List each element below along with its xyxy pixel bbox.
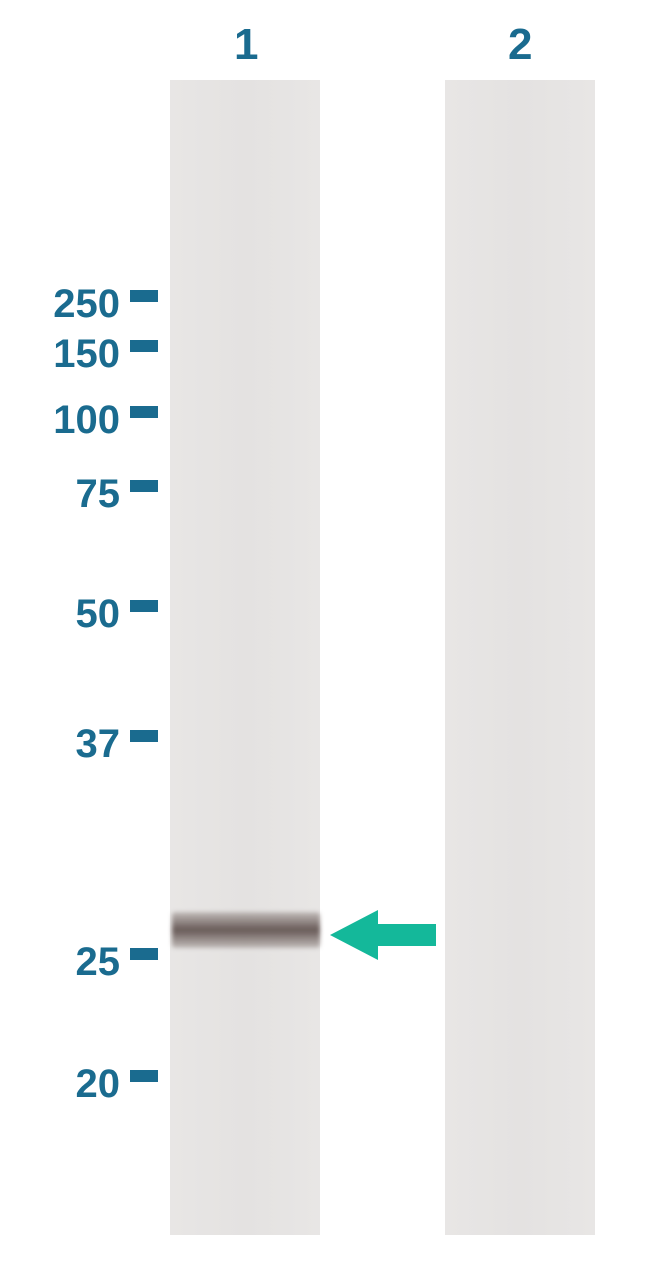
marker-37-label: 37	[76, 722, 121, 767]
band-indicator-arrow	[330, 907, 440, 968]
lane-1	[170, 80, 320, 1235]
lane-2-label: 2	[508, 20, 532, 70]
marker-37-tick	[130, 730, 158, 742]
marker-25-label: 25	[76, 940, 121, 985]
western-blot-container: 1 2 250 150 100 75 50 37 25 20	[0, 0, 650, 1270]
marker-250-label: 250	[53, 282, 120, 327]
marker-20-label: 20	[76, 1062, 121, 1107]
protein-band-lane-1	[172, 912, 320, 948]
lane-2	[445, 80, 595, 1235]
marker-50-tick	[130, 600, 158, 612]
marker-20-tick	[130, 1070, 158, 1082]
marker-75-label: 75	[76, 472, 121, 517]
marker-50-label: 50	[76, 592, 121, 637]
marker-25-tick	[130, 948, 158, 960]
marker-100-tick	[130, 406, 158, 418]
marker-75-tick	[130, 480, 158, 492]
marker-100-label: 100	[53, 398, 120, 443]
marker-250-tick	[130, 290, 158, 302]
marker-150-label: 150	[53, 332, 120, 377]
marker-150-tick	[130, 340, 158, 352]
lane-1-label: 1	[234, 20, 258, 70]
